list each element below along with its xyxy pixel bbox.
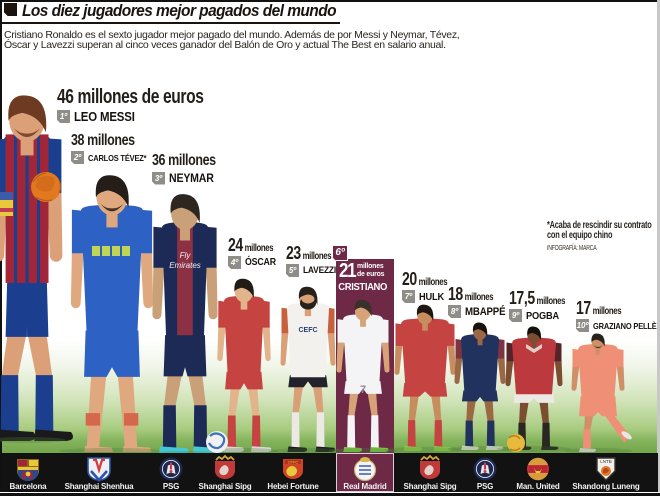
svg-text:Fly: Fly <box>180 251 192 260</box>
svg-text:CEFC: CEFC <box>298 327 317 334</box>
svg-text:Emirates: Emirates <box>169 261 201 270</box>
svg-text:7: 7 <box>360 384 366 396</box>
svg-text:CFFC: CFFC <box>288 459 299 464</box>
svg-text:LNTB: LNTB <box>600 459 612 464</box>
